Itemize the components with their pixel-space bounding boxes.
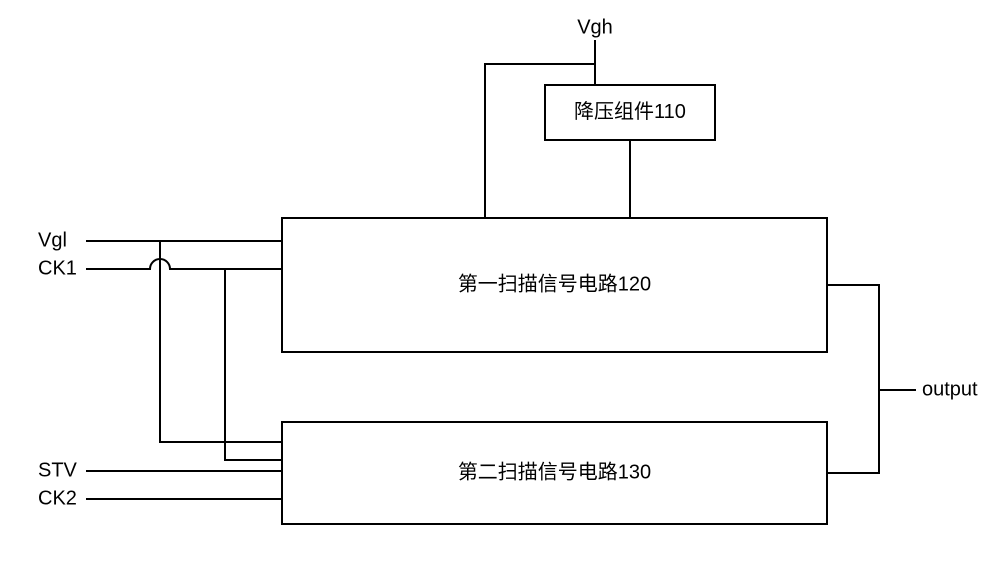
wire-ck1-drop-to-block130 bbox=[225, 269, 282, 460]
label-stv: STV bbox=[38, 459, 78, 481]
block120-label: 第一扫描信号电路120 bbox=[458, 272, 651, 295]
wire-block130-to-bus bbox=[827, 390, 879, 473]
wire-ck1-to-block120 bbox=[86, 259, 282, 269]
label-ck2: CK2 bbox=[38, 487, 77, 509]
block-diagram: 降压组件110 第一扫描信号电路120 第二扫描信号电路130 Vgh Vgl CK1 ST… bbox=[0, 0, 1000, 570]
label-ck1: CK1 bbox=[38, 257, 77, 279]
label-vgl: Vgl bbox=[38, 229, 67, 251]
wire-vgl-drop-to-block130 bbox=[160, 241, 282, 442]
block110-label: 降压组件110 bbox=[574, 100, 686, 123]
label-vgh: Vgh bbox=[577, 16, 613, 38]
block130-label: 第二扫描信号电路130 bbox=[458, 460, 651, 483]
label-output: output bbox=[922, 378, 978, 400]
wire-block120-to-bus bbox=[827, 285, 879, 390]
